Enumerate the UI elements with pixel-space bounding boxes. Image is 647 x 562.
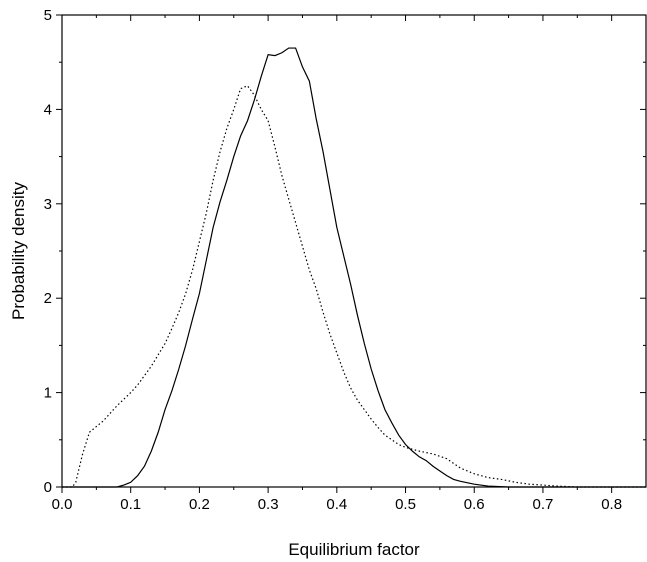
x-tick-label: 0.1	[120, 496, 141, 513]
y-tick-label: 5	[44, 7, 52, 24]
x-tick-label: 0.4	[326, 496, 347, 513]
x-axis-title: Equilibrium factor	[288, 540, 420, 559]
y-axis-title: Probability density	[9, 182, 28, 320]
x-tick-label: 0.2	[189, 496, 210, 513]
y-tick-label: 4	[44, 101, 52, 118]
tick-labels: 0.0 0.1 0.2 0.3 0.4 0.5 0.6 0.7 0.8 0 1 2 3 4 5	[44, 7, 622, 513]
y-tick-label: 0	[44, 479, 52, 496]
plot-frame	[61, 14, 647, 488]
series-line-solid	[62, 47, 646, 488]
x-tick-label: 0.7	[533, 496, 554, 513]
series-line-dotted	[62, 85, 646, 488]
plot-area	[62, 47, 646, 488]
y-tick-label: 3	[44, 196, 52, 213]
x-tick-label: 0.5	[395, 496, 416, 513]
axis-ticks	[56, 14, 646, 493]
x-tick-label: 0.8	[601, 496, 622, 513]
x-tick-label: 0.3	[258, 496, 279, 513]
y-tick-label: 2	[44, 290, 52, 307]
x-tick-label: 0.6	[464, 496, 485, 513]
x-tick-label: 0.0	[52, 496, 73, 513]
y-tick-label: 1	[44, 385, 52, 402]
